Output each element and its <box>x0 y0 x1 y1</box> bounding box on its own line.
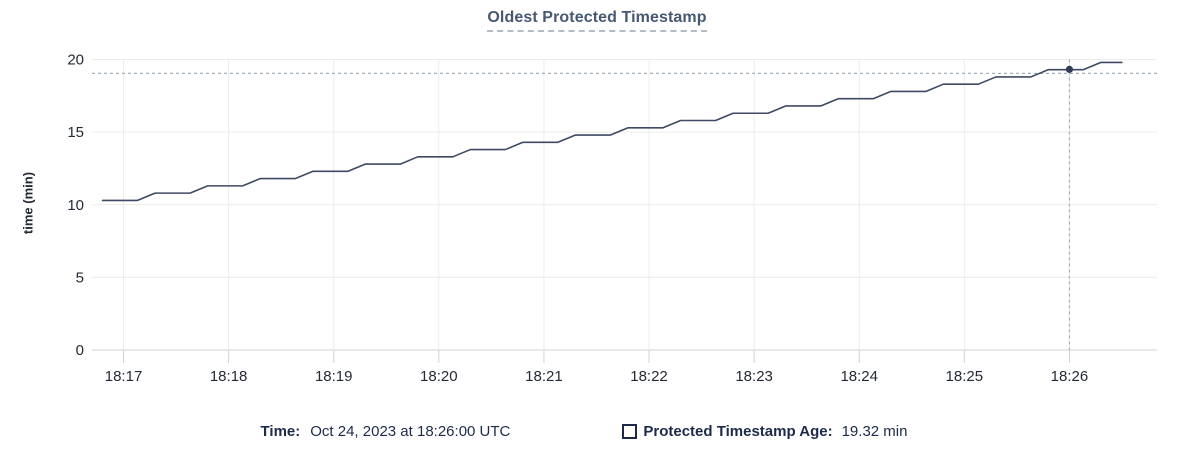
x-tick-label: 18:21 <box>525 368 563 385</box>
x-tick-label: 18:26 <box>1051 368 1089 385</box>
x-tick-label: 18:17 <box>105 368 143 385</box>
x-tick-label: 18:18 <box>210 368 248 385</box>
chart-hover-legend: Time: Oct 24, 2023 at 18:26:00 UTC Prote… <box>0 423 1181 440</box>
chart-title-row: Oldest Protected Timestamp <box>0 9 1194 32</box>
series-line <box>101 61 1123 202</box>
x-tick-label: 18:19 <box>315 368 353 385</box>
y-tick-label: 10 <box>67 197 84 214</box>
legend-series-item: Protected Timestamp Age: 19.32 min <box>622 423 907 440</box>
y-tick-label: 5 <box>76 269 84 286</box>
legend-series-value: 19.32 min <box>841 423 908 440</box>
x-tick-label: 18:25 <box>946 368 984 385</box>
y-tick-label: 15 <box>67 124 84 141</box>
x-tick-label: 18:22 <box>630 368 668 385</box>
y-tick-label: 0 <box>76 342 84 359</box>
legend-series-label: Protected Timestamp Age: <box>643 423 833 440</box>
chart-title[interactable]: Oldest Protected Timestamp <box>487 9 707 32</box>
legend-time-label: Time: <box>260 423 301 440</box>
x-tick-label: 18:24 <box>840 368 878 385</box>
legend-time-value: Oct 24, 2023 at 18:26:00 UTC <box>310 423 511 440</box>
x-tick-label: 18:23 <box>735 368 773 385</box>
hover-point-dot <box>1065 65 1074 73</box>
chart-plot-area[interactable]: 0 5 10 15 20 18:17 18:18 18:19 18:20 18:21 18:22 18… <box>0 0 1194 412</box>
x-tick-label: 18:20 <box>420 368 458 385</box>
y-tick-label: 20 <box>67 52 84 69</box>
legend-series-swatch-icon <box>622 424 638 439</box>
